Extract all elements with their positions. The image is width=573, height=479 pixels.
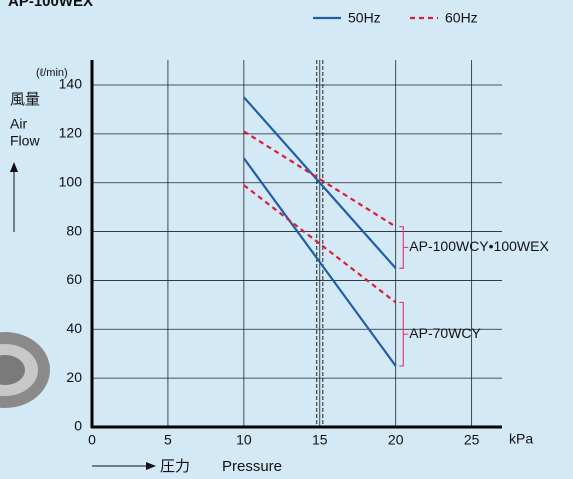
y-label: 風量 xyxy=(10,91,40,108)
annotation-bracket xyxy=(399,301,409,367)
y-tick-label: 60 xyxy=(66,271,82,287)
x-tick-label: 0 xyxy=(88,432,96,448)
annotation-label: AP-100WCY•100WEX xyxy=(409,238,549,254)
pump-image xyxy=(0,332,50,408)
x-tick-label: 20 xyxy=(388,432,404,448)
y-unit: (ℓ/min) xyxy=(36,67,68,79)
series-line xyxy=(242,96,397,367)
y-label-en: Flow xyxy=(10,133,40,149)
legend-label: 50Hz xyxy=(348,10,381,26)
y-arrow xyxy=(10,162,18,232)
chart-title: AP-100WEX xyxy=(8,0,93,10)
y-tick-label: 40 xyxy=(66,320,82,336)
y-tick-label: 20 xyxy=(66,369,82,385)
x-tick-label: 10 xyxy=(236,432,252,448)
x-unit: kPa xyxy=(509,431,533,447)
legend-label: 60Hz xyxy=(445,10,478,26)
x-arrow xyxy=(92,462,156,470)
series-line xyxy=(243,130,397,304)
y-tick-label: 140 xyxy=(59,76,83,92)
annotation-bracket xyxy=(399,226,409,269)
x-label: 圧力 xyxy=(160,458,190,475)
x-tick-label: 5 xyxy=(164,432,172,448)
x-label-en: Pressure xyxy=(222,458,282,475)
y-tick-label: 100 xyxy=(59,173,83,189)
y-tick-label: 0 xyxy=(74,418,82,434)
x-tick-label: 15 xyxy=(312,432,328,448)
y-label-en: Air xyxy=(10,116,27,132)
y-tick-label: 120 xyxy=(59,125,83,141)
y-tick-label: 80 xyxy=(66,222,82,238)
annotation-label: AP-70WCY xyxy=(409,325,481,341)
x-tick-label: 25 xyxy=(464,432,480,448)
